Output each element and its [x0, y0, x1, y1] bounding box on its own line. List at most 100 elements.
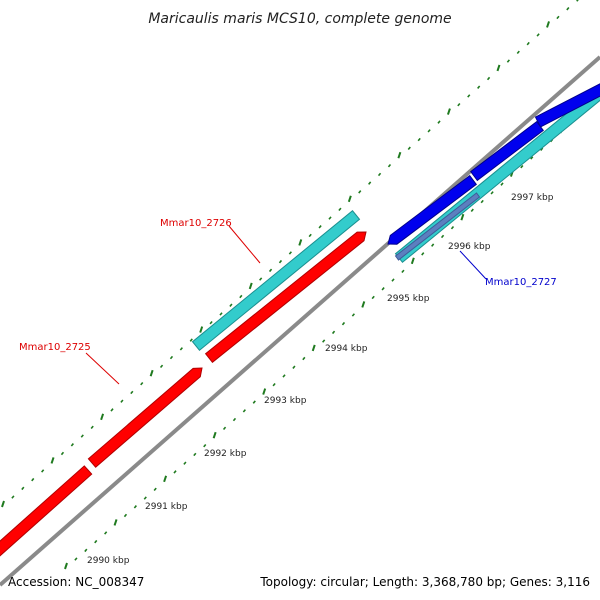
leader-line-mmar10-2725 — [85, 352, 120, 385]
inner-tick-mark — [222, 426, 227, 430]
outer-tick-mark — [149, 369, 154, 377]
outer-tick-mark — [229, 303, 233, 307]
kbp-label-2996: 2996 kbp — [448, 242, 491, 252]
genome-summary-text: Topology: circular; Length: 3,368,780 bp… — [259, 575, 590, 589]
outer-tick-mark — [347, 195, 352, 203]
outer-tick-mark — [11, 495, 15, 499]
outer-tick-mark — [159, 364, 164, 368]
inner-tick-mark — [302, 356, 306, 361]
outer-tick-mark — [467, 94, 471, 98]
inner-tick-mark — [480, 199, 484, 204]
outer-tick-mark — [486, 76, 491, 81]
outer-tick-mark — [268, 268, 273, 273]
inner-tick-mark — [410, 257, 415, 265]
inner-tick-mark — [351, 313, 355, 317]
outer-tick-mark — [169, 355, 174, 360]
outer-tick-mark — [259, 277, 263, 281]
gene-feature-red[interactable] — [0, 465, 93, 557]
outer-tick-mark — [90, 425, 94, 430]
map-title: Maricaulis maris MCS10, complete genome — [148, 11, 451, 27]
gene-feature-mmar10-2726[interactable] — [191, 209, 361, 352]
gene-feature-blue-right[interactable] — [534, 83, 600, 128]
inner-tick-mark — [470, 208, 474, 212]
outer-tick-mark — [140, 382, 144, 386]
inner-tick-mark — [153, 487, 157, 492]
outer-tick-mark — [1, 500, 5, 508]
inner-tick-mark — [490, 191, 494, 195]
outer-tick-mark — [100, 413, 105, 421]
inner-tick-mark — [440, 234, 445, 239]
inner-tick-mark — [242, 409, 246, 413]
outer-tick-mark — [209, 320, 213, 325]
gene-label-group: Mmar10_2725 Mmar10_2726 Mmar10_2727 — [19, 218, 557, 385]
inner-tick-mark — [292, 365, 296, 369]
outer-tick-mark — [70, 443, 74, 447]
inner-tick-mark — [450, 225, 455, 230]
inner-tick-mark — [173, 470, 177, 474]
outer-tick-mark — [120, 399, 124, 403]
outer-tick-mark — [179, 347, 183, 351]
inner-tick-mark — [361, 301, 366, 308]
inner-tick-mark — [331, 330, 336, 335]
outer-tick-mark — [387, 163, 392, 168]
inner-tick-mark — [193, 452, 197, 457]
inner-tick-mark — [460, 213, 465, 221]
inner-tick-mark — [282, 374, 286, 378]
inner-tick-mark — [500, 182, 504, 186]
gene-features — [0, 83, 600, 557]
inner-tick-mark — [272, 382, 276, 387]
inner-tick-mark — [431, 243, 435, 247]
outer-tick-mark — [407, 146, 411, 150]
kbp-label-2991: 2991 kbp — [145, 502, 188, 512]
gene-feature-blue-left[interactable] — [387, 174, 477, 245]
inner-tick-mark — [143, 496, 147, 500]
inner-tick-mark — [530, 156, 534, 160]
outer-tick-mark — [397, 151, 402, 159]
inner-tick-mark — [311, 344, 316, 352]
gene-label-mmar10-2727[interactable]: Mmar10_2727 — [485, 277, 557, 288]
outer-tick-mark — [446, 108, 451, 115]
gene-feature-red-arrow[interactable] — [204, 231, 367, 364]
outer-tick-mark — [358, 190, 362, 194]
inner-tick-mark — [133, 505, 137, 509]
gene-label-mmar10-2726[interactable]: Mmar10_2726 — [160, 218, 232, 229]
outer-tick-mark — [328, 216, 332, 220]
outer-tick-mark — [110, 408, 114, 412]
inner-tick-mark — [371, 295, 375, 300]
inner-tick-mark — [341, 321, 346, 326]
outer-tick-mark — [377, 172, 382, 177]
outer-tick-mark — [536, 33, 540, 37]
outer-tick-mark — [457, 102, 461, 107]
inner-tick-mark — [64, 562, 68, 570]
leader-line-mmar10-2727 — [459, 250, 487, 280]
outer-tick-mark — [546, 21, 550, 28]
outer-tick-mark — [556, 15, 560, 20]
kbp-label-2994: 2994 kbp — [325, 344, 368, 354]
accession-text: Accession: NC_008347 — [8, 575, 144, 589]
kbp-label-2995: 2995 kbp — [387, 294, 430, 304]
outer-tick-mark — [50, 457, 55, 464]
kbp-label-2992: 2992 kbp — [204, 449, 247, 459]
outer-tick-mark — [239, 294, 243, 299]
inner-tick-mark — [212, 431, 217, 439]
outer-tick-mark — [566, 7, 570, 11]
inner-tick-mark — [84, 548, 88, 553]
outer-tick-mark — [576, 0, 579, 2]
gene-feature-mmar10-2727[interactable] — [394, 192, 481, 261]
inner-tick-mark — [262, 388, 267, 395]
inner-tick-mark — [252, 400, 256, 404]
gene-label-mmar10-2725[interactable]: Mmar10_2725 — [19, 342, 91, 353]
kbp-label-2993: 2993 kbp — [264, 396, 307, 406]
kbp-label-2997: 2997 kbp — [511, 193, 554, 203]
outer-tick-mark — [31, 477, 35, 482]
outer-tick-mark — [338, 207, 342, 212]
inner-tick-mark — [391, 278, 395, 282]
inner-tick-mark — [123, 513, 128, 518]
gene-feature-blue-mid[interactable] — [470, 120, 544, 182]
inner-tick-mark — [401, 269, 405, 274]
outer-tick-mark — [248, 282, 253, 290]
outer-tick-mark — [189, 338, 193, 342]
gene-feature-mmar10-2725[interactable] — [87, 367, 203, 468]
outer-tick-mark — [427, 129, 431, 133]
